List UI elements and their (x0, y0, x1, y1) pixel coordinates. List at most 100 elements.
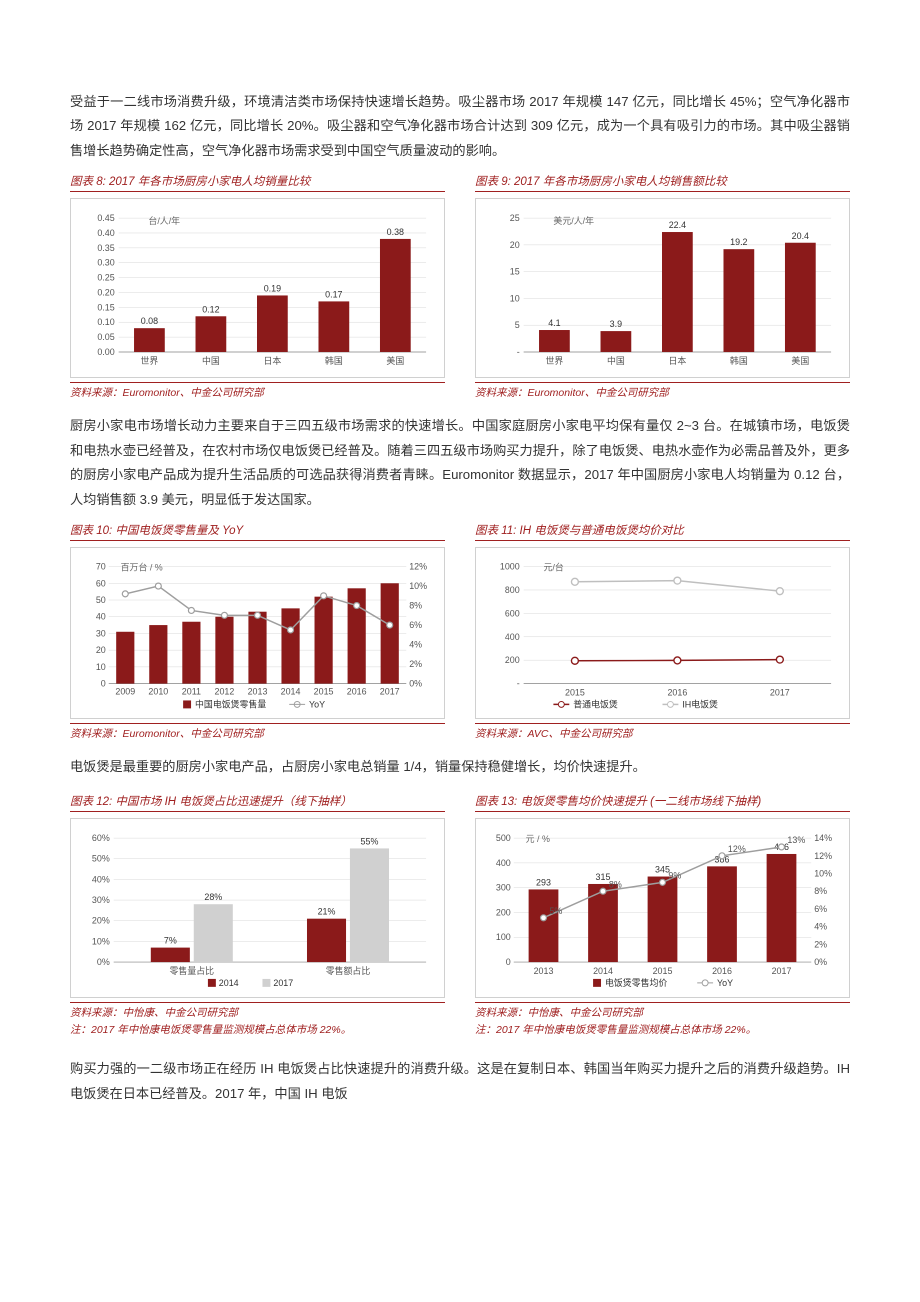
svg-text:-: - (517, 679, 520, 689)
svg-text:2017: 2017 (380, 686, 400, 696)
svg-text:日本: 日本 (668, 355, 686, 366)
svg-text:28%: 28% (204, 893, 222, 903)
svg-text:韩国: 韩国 (325, 355, 343, 366)
svg-text:400: 400 (505, 632, 520, 642)
chart13-source: 资料来源：中怡康、中金公司研究部 (475, 1002, 850, 1020)
svg-text:0.17: 0.17 (325, 290, 342, 300)
svg-text:0%: 0% (814, 957, 827, 967)
svg-text:0: 0 (101, 679, 106, 689)
svg-text:21%: 21% (318, 907, 336, 917)
svg-text:2012: 2012 (215, 686, 235, 696)
svg-text:10: 10 (510, 294, 520, 304)
chart8-source: 资料来源：Euromonitor、中金公司研究部 (70, 382, 445, 400)
svg-text:20: 20 (96, 645, 106, 655)
svg-text:6%: 6% (814, 904, 827, 914)
chart8-title: 图表 8: 2017 年各市场厨房小家电人均销量比较 (70, 173, 445, 192)
svg-text:0.00: 0.00 (97, 347, 114, 357)
svg-text:零售额占比: 零售额占比 (326, 965, 371, 976)
svg-text:0.45: 0.45 (97, 213, 114, 223)
paragraph-1: 受益于一二线市场消费升级，环境清洁类市场保持快速增长趋势。吸尘器市场 2017 … (70, 90, 850, 163)
svg-text:9%: 9% (668, 871, 681, 881)
svg-text:13%: 13% (787, 835, 805, 845)
charts-row-10-11: 图表 10: 中国电饭煲零售量及 YoY 0102030405060700%2%… (70, 522, 850, 749)
svg-text:10%: 10% (409, 581, 427, 591)
svg-text:2%: 2% (409, 659, 422, 669)
svg-text:60: 60 (96, 578, 106, 588)
svg-text:200: 200 (505, 655, 520, 665)
svg-text:0.19: 0.19 (264, 284, 281, 294)
svg-text:元 / %: 元 / % (526, 834, 550, 844)
chart9-source: 资料来源：Euromonitor、中金公司研究部 (475, 382, 850, 400)
svg-text:2016: 2016 (667, 687, 687, 697)
svg-text:美元/人/年: 美元/人/年 (553, 215, 594, 226)
svg-text:0.25: 0.25 (97, 273, 114, 283)
chart9-title: 图表 9: 2017 年各市场厨房小家电人均销售额比较 (475, 173, 850, 192)
svg-text:12%: 12% (814, 851, 832, 861)
svg-text:2014: 2014 (281, 686, 301, 696)
svg-text:22.4: 22.4 (669, 220, 686, 230)
svg-text:800: 800 (505, 585, 520, 595)
svg-text:12%: 12% (728, 844, 746, 854)
svg-text:2015: 2015 (653, 966, 673, 976)
svg-text:3.9: 3.9 (610, 319, 622, 329)
svg-text:2011: 2011 (182, 686, 201, 696)
svg-text:500: 500 (496, 833, 511, 843)
charts-row-12-13: 图表 12: 中国市场 IH 电饭煲占比迅速提升（线下抽样） 0%10%20%3… (70, 793, 850, 1051)
svg-text:台/人/年: 台/人/年 (148, 215, 180, 226)
svg-text:YoY: YoY (717, 978, 733, 988)
svg-text:30%: 30% (92, 895, 110, 905)
charts-row-8-9: 图表 8: 2017 年各市场厨房小家电人均销量比较 0.00 0.05 0.10 0… (70, 173, 850, 408)
chart13-box: 01002003004005000%2%4%6%8%10%12%14%元 / %… (475, 818, 850, 998)
svg-text:300: 300 (496, 883, 511, 893)
svg-text:400: 400 (496, 858, 511, 868)
svg-text:60%: 60% (92, 833, 110, 843)
chart11-box: -2004006008001000元/台201520162017普通电饭煲IH电… (475, 547, 850, 719)
chart8-box: 0.000.050.100.150.200.250.300.350.400.45… (70, 198, 445, 378)
svg-text:2015: 2015 (314, 686, 334, 696)
svg-text:2010: 2010 (148, 686, 168, 696)
svg-text:20%: 20% (92, 916, 110, 926)
svg-text:2017: 2017 (772, 966, 792, 976)
svg-text:50: 50 (96, 595, 106, 605)
paragraph-2: 厨房小家电市场增长动力主要来自于三四五级市场需求的快速增长。中国家庭厨房小家电平… (70, 414, 850, 512)
svg-text:0.35: 0.35 (97, 243, 114, 253)
svg-text:-: - (517, 347, 520, 357)
svg-text:8%: 8% (409, 601, 422, 611)
svg-text:0.15: 0.15 (97, 303, 114, 313)
chart12-source: 资料来源：中怡康、中金公司研究部 (70, 1002, 445, 1020)
svg-text:15: 15 (510, 267, 520, 277)
svg-text:55%: 55% (361, 837, 379, 847)
svg-text:日本: 日本 (263, 355, 281, 366)
svg-text:0: 0 (506, 957, 511, 967)
chart10-title: 图表 10: 中国电饭煲零售量及 YoY (70, 522, 445, 541)
svg-text:0.12: 0.12 (202, 305, 219, 315)
svg-text:0%: 0% (97, 957, 110, 967)
svg-text:百万台 / %: 百万台 / % (121, 561, 163, 572)
svg-text:4%: 4% (814, 922, 827, 932)
svg-text:8%: 8% (609, 880, 622, 890)
paragraph-3: 电饭煲是最重要的厨房小家电产品，占厨房小家电总销量 1/4，销量保持稳健增长，均… (70, 755, 850, 779)
svg-text:2016: 2016 (712, 966, 732, 976)
svg-text:零售量占比: 零售量占比 (170, 965, 215, 976)
svg-text:0.38: 0.38 (387, 227, 404, 237)
svg-text:2%: 2% (814, 940, 827, 950)
svg-text:YoY: YoY (309, 699, 325, 709)
chart13-note: 注：2017 年中怡康电饭煲零售量监测规模占总体市场 22%。 (475, 1022, 850, 1037)
chart11-title: 图表 11: IH 电饭煲与普通电饭煲均价对比 (475, 522, 850, 541)
svg-text:4.1: 4.1 (548, 318, 560, 328)
svg-text:40: 40 (96, 612, 106, 622)
svg-text:100: 100 (496, 933, 511, 943)
svg-text:0.20: 0.20 (97, 288, 114, 298)
svg-text:中国电饭煲零售量: 中国电饭煲零售量 (195, 698, 266, 709)
svg-text:40%: 40% (92, 875, 110, 885)
svg-text:5: 5 (515, 320, 520, 330)
svg-text:IH电饭煲: IH电饭煲 (682, 698, 718, 709)
svg-text:70: 70 (96, 562, 106, 572)
svg-text:0.05: 0.05 (97, 332, 114, 342)
svg-text:293: 293 (536, 878, 551, 888)
svg-text:2014: 2014 (219, 978, 239, 988)
svg-text:0.30: 0.30 (97, 258, 114, 268)
svg-text:0.10: 0.10 (97, 317, 114, 327)
svg-text:0%: 0% (409, 679, 422, 689)
chart10-source: 资料来源：Euromonitor、中金公司研究部 (70, 723, 445, 741)
